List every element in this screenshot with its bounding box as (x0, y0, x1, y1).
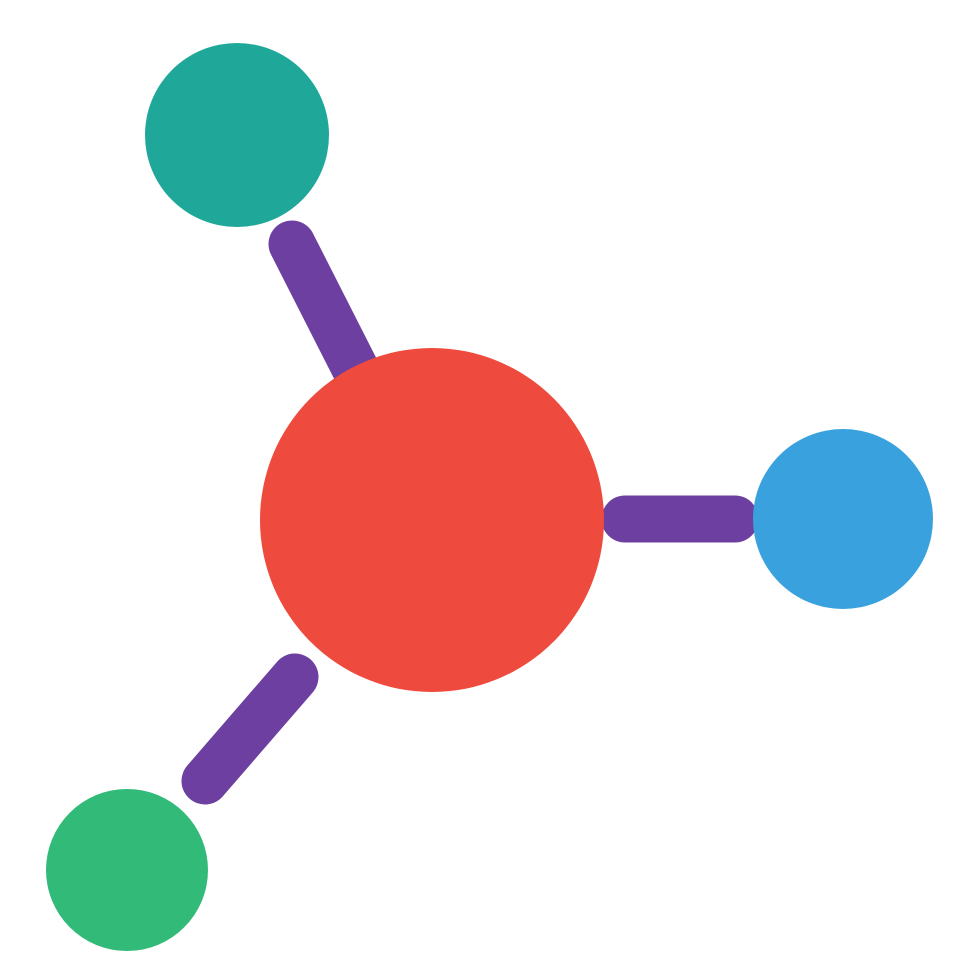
atom-bottom (46, 789, 208, 951)
molecule-diagram (0, 0, 969, 980)
atom-top (145, 43, 329, 227)
atom-center (260, 348, 604, 692)
atom-right (753, 429, 933, 609)
bond-center-bottom (205, 677, 295, 781)
bond-center-top (292, 244, 356, 370)
